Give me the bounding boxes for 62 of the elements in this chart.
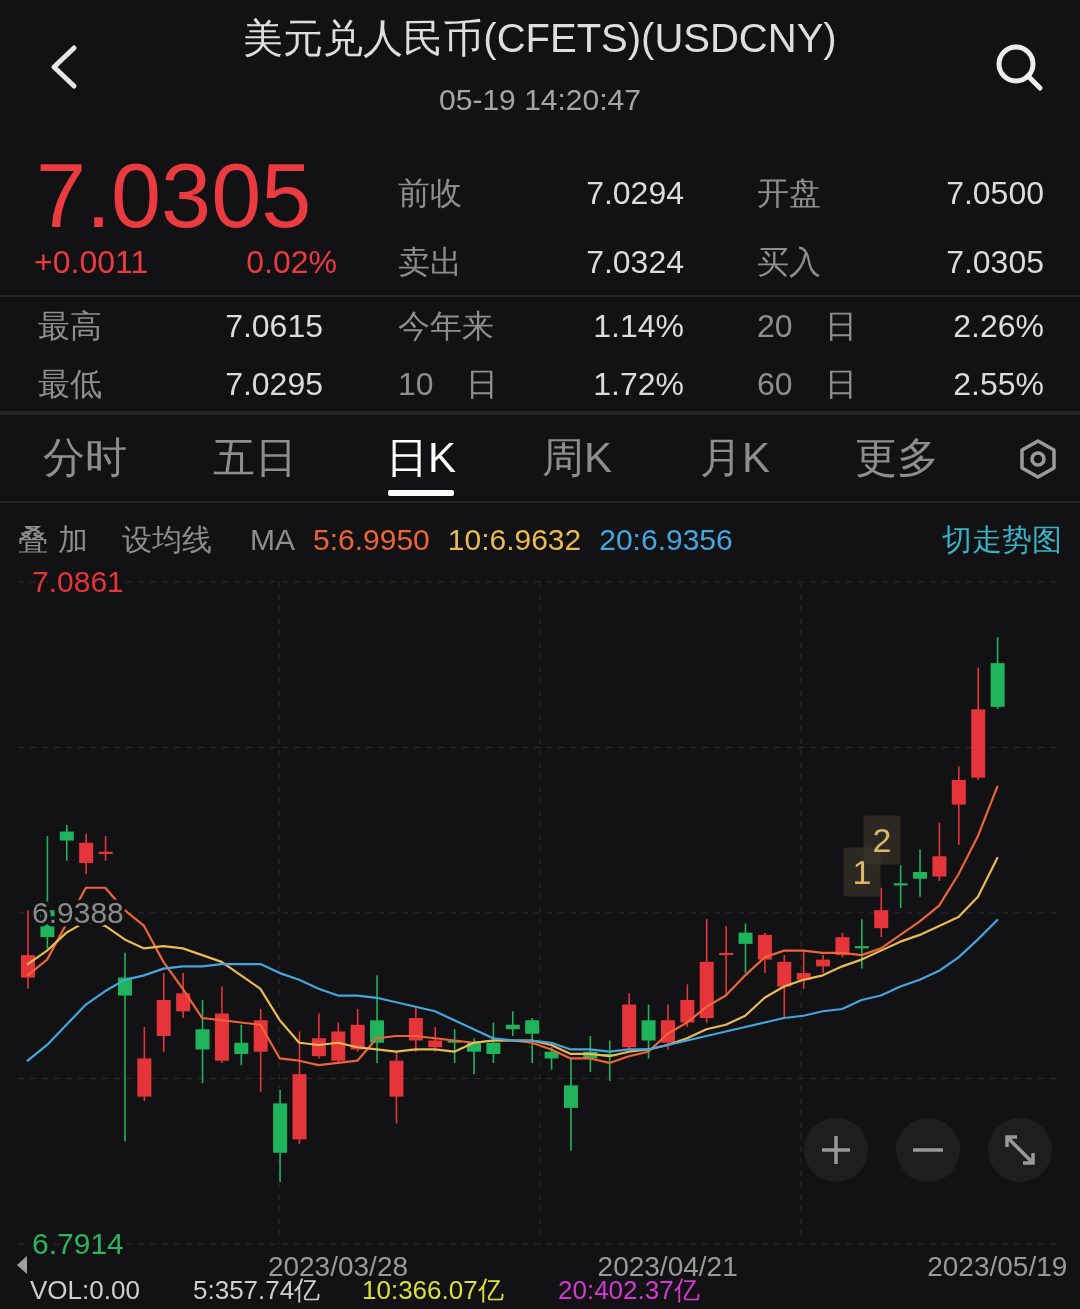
text: 7.0294 bbox=[586, 173, 684, 213]
candlestick bbox=[79, 833, 94, 876]
text: 卖出 bbox=[398, 242, 462, 282]
candlestick bbox=[680, 983, 695, 1028]
text: 7.0500 bbox=[946, 173, 1044, 213]
candlestick bbox=[428, 1026, 443, 1053]
candlestick bbox=[486, 1021, 501, 1064]
candlestick bbox=[234, 1023, 249, 1066]
text: 前收 bbox=[398, 173, 462, 213]
x-tick-label: 2023/05/19 bbox=[927, 1251, 1068, 1282]
candlestick bbox=[641, 1003, 656, 1060]
candlestick bbox=[59, 824, 74, 862]
text: 今年来 bbox=[398, 306, 494, 346]
text: 10:366.07亿 bbox=[362, 1275, 504, 1307]
candlestick bbox=[525, 1017, 540, 1064]
text: 7.0305 bbox=[946, 242, 1044, 282]
text: 买入 bbox=[757, 242, 821, 282]
text: 7.0295 bbox=[225, 364, 323, 404]
candlestick bbox=[738, 922, 753, 974]
text: 7.0324 bbox=[586, 242, 684, 282]
text: 切走势图 bbox=[942, 522, 1062, 558]
text: 20 日 bbox=[757, 306, 858, 346]
text: 7.0615 bbox=[225, 306, 323, 346]
y-tick-label: 7.0861 bbox=[32, 565, 124, 598]
text: 开盘 bbox=[757, 173, 821, 213]
annotation: 2 bbox=[872, 820, 892, 859]
text: 10:6.9632 bbox=[447, 522, 582, 558]
text: 最低 bbox=[38, 364, 102, 404]
candlestick bbox=[98, 835, 113, 862]
text: 05-19 14:20:47 bbox=[438, 82, 642, 118]
text: 2.26% bbox=[953, 306, 1044, 346]
text: 五日 bbox=[213, 432, 297, 483]
text: 1.14% bbox=[593, 306, 684, 346]
legend-title: MA bbox=[250, 522, 295, 558]
y-tick-label: 6.7914 bbox=[32, 1227, 124, 1260]
annotation: 1 bbox=[852, 852, 872, 891]
candlestick bbox=[195, 999, 210, 1084]
candlestick bbox=[874, 886, 889, 938]
text: 2.55% bbox=[953, 364, 1044, 404]
candlestick bbox=[932, 821, 947, 882]
text: 10 日 bbox=[398, 364, 499, 404]
text: 月K bbox=[699, 432, 771, 483]
text: 1.72% bbox=[593, 364, 684, 404]
candlestick bbox=[913, 848, 928, 898]
text: 更多 bbox=[855, 432, 939, 483]
candlestick bbox=[563, 1057, 578, 1152]
candlestick bbox=[719, 925, 734, 995]
text: 日K bbox=[385, 432, 457, 483]
text: 设均线 bbox=[122, 522, 212, 558]
candlestick bbox=[370, 974, 385, 1064]
candlestick bbox=[893, 864, 908, 909]
candlestick bbox=[854, 918, 869, 970]
text: 周K bbox=[541, 432, 613, 483]
text: 最高 bbox=[38, 306, 102, 346]
text: VOL:0.00 bbox=[30, 1275, 140, 1307]
text: 20:6.9356 bbox=[599, 522, 733, 558]
text: 分时 bbox=[43, 432, 127, 483]
candlestick bbox=[176, 972, 191, 1019]
text: 5:6.9950 bbox=[313, 522, 430, 558]
text: 60 日 bbox=[757, 364, 858, 404]
text: 美元兑人民币(CFETS)(USDCNY) bbox=[242, 15, 838, 62]
text: 叠加 bbox=[18, 522, 98, 558]
